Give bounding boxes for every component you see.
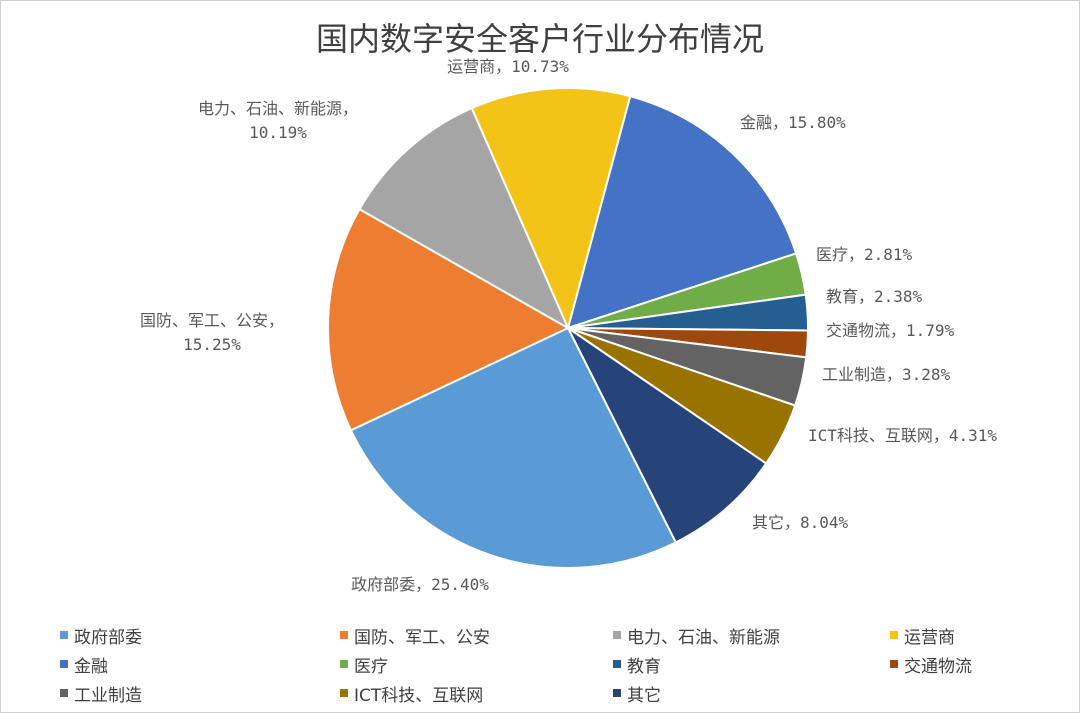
legend-label: ICT科技、互联网 <box>354 685 484 706</box>
data-label: 医疗，2.81% <box>816 245 913 264</box>
data-label: ICT科技、互联网，4.31% <box>808 426 997 445</box>
legend-label: 电力、石油、新能源 <box>627 627 780 648</box>
legend-item: 电力、石油、新能源 <box>613 622 780 648</box>
chart-title: 国内数字安全客户行业分布情况 <box>315 20 764 58</box>
legend-item: 交通物流 <box>890 651 972 677</box>
legend-swatch <box>60 631 68 639</box>
legend-item: ICT科技、互联网 <box>340 680 483 706</box>
legend-label: 金融 <box>74 656 108 677</box>
legend-item: 工业制造 <box>60 680 142 706</box>
data-label-value: 10.19% <box>249 123 307 142</box>
data-label: 工业制造，3.28% <box>822 365 951 384</box>
legend-label: 国防、军工、公安 <box>354 627 490 648</box>
pie-slice <box>349 326 678 569</box>
pie-slice <box>567 327 768 544</box>
legend-label: 医疗 <box>354 656 388 677</box>
legend-item: 金融 <box>60 651 108 677</box>
legend-item: 运营商 <box>890 622 955 648</box>
legend-swatch <box>340 631 348 639</box>
pie-slice <box>566 94 798 330</box>
legend-label: 其它 <box>627 685 661 706</box>
legend-item: 其它 <box>613 680 661 706</box>
legend-swatch <box>60 660 68 668</box>
pie-slice <box>470 86 632 332</box>
data-label: 电力、石油、新能源， <box>198 99 358 118</box>
legend-item: 医疗 <box>340 651 388 677</box>
data-label: 国防、军工、公安， <box>140 311 284 330</box>
legend-swatch <box>340 689 348 697</box>
legend-swatch <box>613 689 621 697</box>
legend-label: 教育 <box>627 656 661 677</box>
legend-label: 工业制造 <box>74 685 142 706</box>
legend-swatch <box>613 660 621 668</box>
data-label: 运营商，10.73% <box>447 57 569 76</box>
legend-item: 教育 <box>613 651 661 677</box>
data-label: 交通物流，1.79% <box>826 321 955 340</box>
pie-slice <box>358 106 571 331</box>
legend-swatch <box>890 660 898 668</box>
data-label: 教育，2.38% <box>826 287 923 306</box>
legend-label: 运营商 <box>904 627 955 648</box>
legend-swatch <box>613 631 621 639</box>
data-label-value: 15.25% <box>183 335 241 354</box>
legend-swatch <box>60 689 68 697</box>
data-label: 其它，8.04% <box>752 513 849 532</box>
legend-label: 政府部委 <box>74 627 142 648</box>
pie-slice <box>327 207 571 432</box>
data-label: 金融，15.80% <box>740 113 846 132</box>
legend-swatch <box>890 631 898 639</box>
legend-item: 政府部委 <box>60 622 142 648</box>
legend-label: 交通物流 <box>904 656 972 677</box>
legend-item: 国防、军工、公安 <box>340 622 490 648</box>
legend-swatch <box>340 660 348 668</box>
data-label: 政府部委，25.40% <box>351 575 489 594</box>
